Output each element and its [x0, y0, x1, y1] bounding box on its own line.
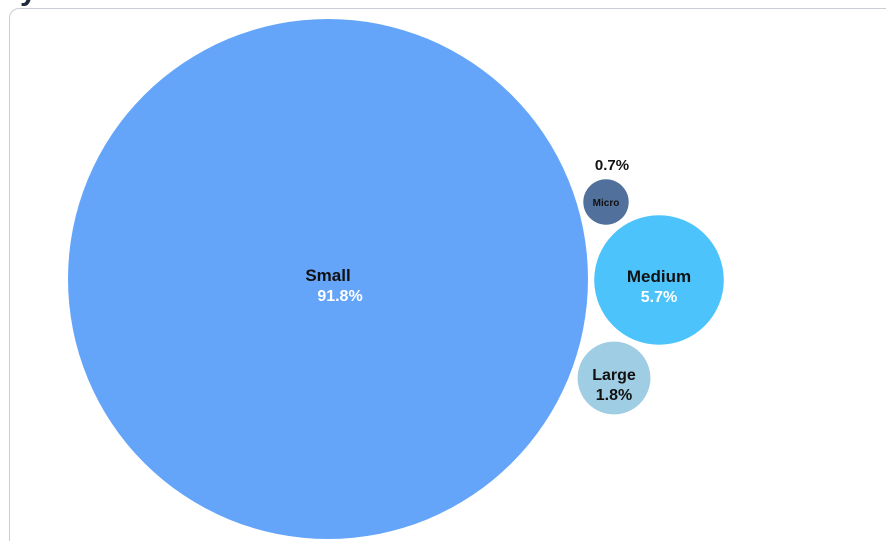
- bubble-large[interactable]: Large 1.8%: [577, 341, 651, 415]
- bubble-value-medium: 5.7%: [641, 289, 677, 306]
- bubble-circle-large[interactable]: [577, 341, 651, 415]
- chart-title-fragment: y: [20, 0, 37, 8]
- bubble-circle-micro[interactable]: [583, 179, 629, 225]
- bubble-small[interactable]: Small 91.8%: [68, 19, 588, 539]
- bubble-circle-medium[interactable]: [594, 215, 724, 345]
- bubble-value-small: 91.8%: [317, 288, 362, 305]
- bubble-label-medium: Medium: [627, 267, 691, 286]
- bubble-label-micro: Micro: [593, 198, 620, 209]
- bubble-micro[interactable]: Micro 0.7%: [583, 157, 629, 225]
- bubble-medium[interactable]: Medium 5.7%: [594, 215, 724, 345]
- bubble-label-small: Small: [305, 266, 350, 285]
- bubble-label-large: Large: [592, 367, 636, 384]
- bubble-circle-small[interactable]: [68, 19, 588, 539]
- bubble-value-micro: 0.7%: [595, 157, 629, 174]
- bubble-value-large: 1.8%: [596, 387, 632, 404]
